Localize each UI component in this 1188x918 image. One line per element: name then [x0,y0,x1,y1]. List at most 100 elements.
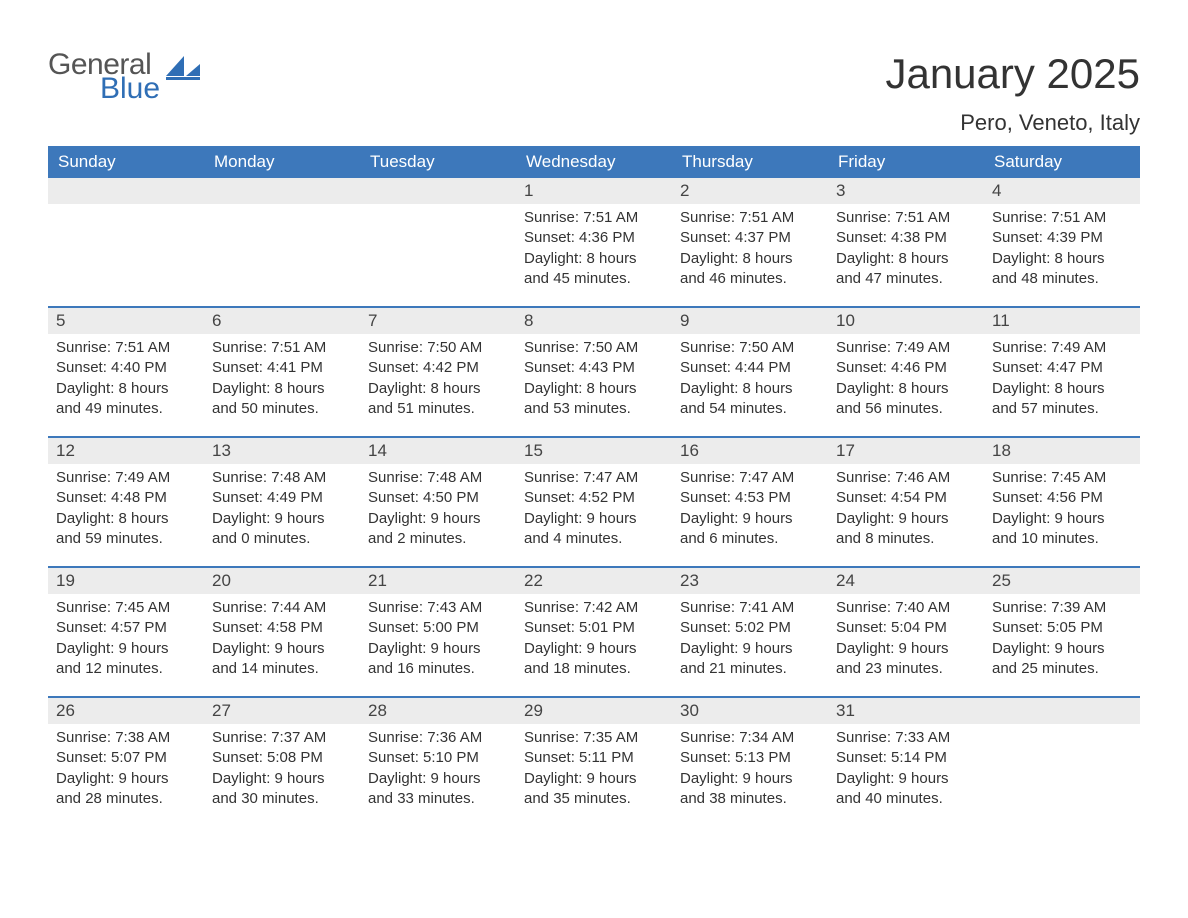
daylight-text: and 21 minutes. [680,659,820,679]
daylight-text: Daylight: 8 hours [56,509,196,529]
day-body: Sunrise: 7:51 AMSunset: 4:40 PMDaylight:… [48,334,204,427]
day-number: 2 [672,178,828,204]
day-cell: 7Sunrise: 7:50 AMSunset: 4:42 PMDaylight… [360,308,516,436]
sunset-text: Sunset: 4:54 PM [836,488,976,508]
day-body: Sunrise: 7:49 AMSunset: 4:48 PMDaylight:… [48,464,204,557]
day-body: Sunrise: 7:51 AMSunset: 4:38 PMDaylight:… [828,204,984,297]
day-cell: 26Sunrise: 7:38 AMSunset: 5:07 PMDayligh… [48,698,204,826]
day-body: Sunrise: 7:51 AMSunset: 4:36 PMDaylight:… [516,204,672,297]
sunset-text: Sunset: 4:42 PM [368,358,508,378]
sunset-text: Sunset: 5:08 PM [212,748,352,768]
sunset-text: Sunset: 5:13 PM [680,748,820,768]
calendar-week-row: 12Sunrise: 7:49 AMSunset: 4:48 PMDayligh… [48,436,1140,566]
daylight-text: Daylight: 9 hours [212,769,352,789]
day-body: Sunrise: 7:51 AMSunset: 4:37 PMDaylight:… [672,204,828,297]
day-cell [984,698,1140,826]
sunrise-text: Sunrise: 7:51 AM [212,338,352,358]
day-number: 26 [48,698,204,724]
daylight-text: and 2 minutes. [368,529,508,549]
daylight-text: and 45 minutes. [524,269,664,289]
day-body: Sunrise: 7:45 AMSunset: 4:57 PMDaylight:… [48,594,204,687]
day-body: Sunrise: 7:40 AMSunset: 5:04 PMDaylight:… [828,594,984,687]
sail-icon [166,56,200,80]
day-body: Sunrise: 7:51 AMSunset: 4:41 PMDaylight:… [204,334,360,427]
day-cell: 27Sunrise: 7:37 AMSunset: 5:08 PMDayligh… [204,698,360,826]
day-number: 28 [360,698,516,724]
daylight-text: Daylight: 8 hours [992,249,1132,269]
sunset-text: Sunset: 4:39 PM [992,228,1132,248]
day-body: Sunrise: 7:36 AMSunset: 5:10 PMDaylight:… [360,724,516,817]
location-text: Pero, Veneto, Italy [885,110,1140,136]
day-header: Tuesday [360,146,516,178]
daylight-text: Daylight: 9 hours [836,769,976,789]
daylight-text: and 56 minutes. [836,399,976,419]
day-number: 1 [516,178,672,204]
daylight-text: and 0 minutes. [212,529,352,549]
day-cell: 12Sunrise: 7:49 AMSunset: 4:48 PMDayligh… [48,438,204,566]
sunset-text: Sunset: 4:56 PM [992,488,1132,508]
sunrise-text: Sunrise: 7:51 AM [836,208,976,228]
day-body [360,204,516,216]
daylight-text: and 53 minutes. [524,399,664,419]
day-number: 18 [984,438,1140,464]
day-number: 30 [672,698,828,724]
day-body: Sunrise: 7:49 AMSunset: 4:46 PMDaylight:… [828,334,984,427]
day-cell: 22Sunrise: 7:42 AMSunset: 5:01 PMDayligh… [516,568,672,696]
daylight-text: Daylight: 9 hours [992,509,1132,529]
daylight-text: Daylight: 9 hours [680,639,820,659]
sunset-text: Sunset: 5:00 PM [368,618,508,638]
daylight-text: Daylight: 9 hours [992,639,1132,659]
day-number: 17 [828,438,984,464]
sunset-text: Sunset: 4:43 PM [524,358,664,378]
daylight-text: Daylight: 8 hours [680,249,820,269]
day-body: Sunrise: 7:39 AMSunset: 5:05 PMDaylight:… [984,594,1140,687]
day-header: Saturday [984,146,1140,178]
day-cell: 25Sunrise: 7:39 AMSunset: 5:05 PMDayligh… [984,568,1140,696]
calendar-header-row: Sunday Monday Tuesday Wednesday Thursday… [48,146,1140,178]
sunset-text: Sunset: 4:36 PM [524,228,664,248]
sunset-text: Sunset: 4:48 PM [56,488,196,508]
day-body: Sunrise: 7:47 AMSunset: 4:52 PMDaylight:… [516,464,672,557]
sunset-text: Sunset: 4:44 PM [680,358,820,378]
daylight-text: and 57 minutes. [992,399,1132,419]
sunrise-text: Sunrise: 7:44 AM [212,598,352,618]
day-number: 3 [828,178,984,204]
day-cell: 2Sunrise: 7:51 AMSunset: 4:37 PMDaylight… [672,178,828,306]
daylight-text: and 6 minutes. [680,529,820,549]
sunset-text: Sunset: 5:07 PM [56,748,196,768]
daylight-text: and 12 minutes. [56,659,196,679]
day-cell: 5Sunrise: 7:51 AMSunset: 4:40 PMDaylight… [48,308,204,436]
daylight-text: Daylight: 9 hours [524,509,664,529]
daylight-text: and 30 minutes. [212,789,352,809]
daylight-text: and 40 minutes. [836,789,976,809]
sunset-text: Sunset: 5:01 PM [524,618,664,638]
day-cell: 20Sunrise: 7:44 AMSunset: 4:58 PMDayligh… [204,568,360,696]
sunrise-text: Sunrise: 7:50 AM [680,338,820,358]
day-number: 23 [672,568,828,594]
day-number: 11 [984,308,1140,334]
daylight-text: and 16 minutes. [368,659,508,679]
daylight-text: Daylight: 8 hours [524,379,664,399]
logo: General Blue [48,50,200,104]
daylight-text: Daylight: 9 hours [212,509,352,529]
day-body: Sunrise: 7:47 AMSunset: 4:53 PMDaylight:… [672,464,828,557]
sunset-text: Sunset: 4:40 PM [56,358,196,378]
day-cell [48,178,204,306]
sunset-text: Sunset: 5:05 PM [992,618,1132,638]
day-header: Monday [204,146,360,178]
sunrise-text: Sunrise: 7:50 AM [524,338,664,358]
day-number [204,178,360,204]
day-number: 24 [828,568,984,594]
sunrise-text: Sunrise: 7:45 AM [56,598,196,618]
sunrise-text: Sunrise: 7:48 AM [212,468,352,488]
day-cell: 23Sunrise: 7:41 AMSunset: 5:02 PMDayligh… [672,568,828,696]
daylight-text: Daylight: 8 hours [836,379,976,399]
day-body: Sunrise: 7:42 AMSunset: 5:01 PMDaylight:… [516,594,672,687]
day-cell: 3Sunrise: 7:51 AMSunset: 4:38 PMDaylight… [828,178,984,306]
day-body: Sunrise: 7:34 AMSunset: 5:13 PMDaylight:… [672,724,828,817]
day-header: Thursday [672,146,828,178]
daylight-text: and 38 minutes. [680,789,820,809]
sunset-text: Sunset: 5:11 PM [524,748,664,768]
sunset-text: Sunset: 4:58 PM [212,618,352,638]
sunrise-text: Sunrise: 7:39 AM [992,598,1132,618]
